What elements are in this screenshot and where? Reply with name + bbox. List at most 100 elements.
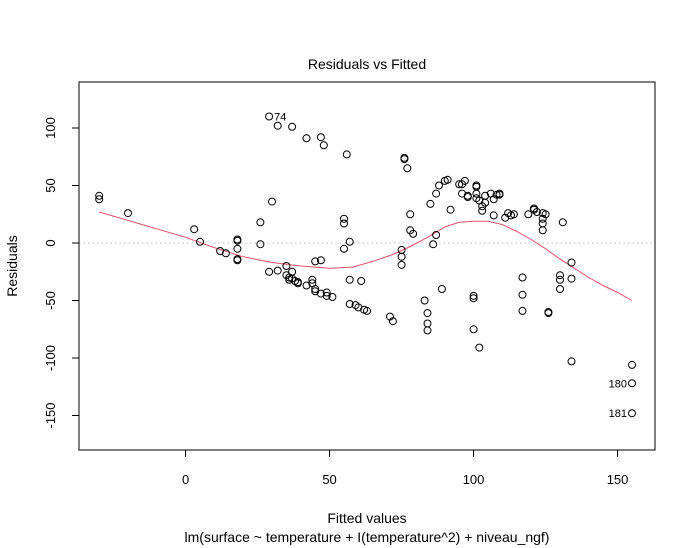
data-point (460, 176, 469, 185)
y-tick-label: -50 (43, 291, 58, 310)
data-point (556, 271, 564, 280)
data-point (426, 199, 435, 208)
data-point (273, 121, 282, 130)
data-point (469, 325, 478, 334)
data-point (288, 267, 297, 276)
data-point (435, 181, 443, 190)
data-point (265, 267, 274, 276)
data-point (403, 164, 412, 173)
x-tick-label: 50 (322, 472, 336, 487)
x-tick-label: 150 (607, 472, 629, 487)
data-point (429, 240, 438, 249)
data-point (282, 262, 291, 270)
data-point (233, 236, 242, 245)
data-point (265, 112, 274, 121)
data-point (469, 291, 478, 300)
data-point (472, 181, 481, 190)
point-labels-layer: 74 180 181 (274, 112, 627, 421)
y-axis: -150 -100 -50 0 50 100 (43, 117, 80, 429)
x-axis: 0 50 100 150 (182, 449, 629, 487)
data-point (558, 218, 567, 227)
data-point (409, 229, 418, 238)
data-point (478, 206, 487, 215)
x-tick-label: 0 (182, 472, 189, 487)
x-axis-label: Fitted values (327, 510, 406, 526)
data-point (124, 209, 132, 218)
data-point (256, 240, 265, 249)
data-point (469, 294, 478, 303)
point-label: 181 (609, 408, 627, 420)
data-point (556, 285, 564, 293)
points-layer (95, 112, 636, 418)
x-tick-label: 100 (463, 472, 485, 487)
data-point (420, 296, 429, 305)
data-point (628, 360, 636, 369)
y-axis-label: Residuals (4, 235, 20, 296)
data-point (340, 244, 348, 253)
data-point (518, 290, 527, 299)
data-point (556, 275, 564, 284)
data-point (455, 180, 464, 189)
y-tick-label: -100 (43, 345, 58, 371)
data-point (340, 214, 348, 223)
y-tick-label: 50 (43, 178, 58, 192)
data-point (481, 198, 490, 207)
data-point (495, 189, 504, 198)
point-label: 74 (274, 112, 286, 124)
data-point (293, 279, 302, 288)
data-point (463, 193, 472, 201)
data-point (190, 225, 199, 234)
data-point (311, 257, 320, 266)
data-point (524, 210, 533, 219)
y-tick-label: -150 (43, 402, 58, 428)
data-point (345, 237, 354, 246)
data-point (423, 309, 432, 318)
data-point (273, 266, 282, 275)
data-point (544, 309, 553, 318)
data-point (489, 211, 498, 220)
data-point (95, 195, 104, 204)
data-point (345, 300, 354, 308)
data-point (328, 293, 337, 301)
data-point (288, 122, 297, 131)
data-point (357, 277, 366, 285)
y-tick-label: 100 (43, 117, 58, 139)
data-point (628, 379, 636, 388)
data-point (628, 409, 636, 418)
data-point (538, 226, 547, 235)
data-point (319, 141, 328, 150)
point-label: 180 (609, 378, 627, 390)
data-point (532, 208, 541, 216)
data-point (541, 210, 550, 219)
data-point (196, 237, 204, 246)
data-point (345, 275, 354, 284)
data-point (268, 197, 276, 206)
data-point (302, 134, 311, 143)
data-point (322, 291, 331, 300)
data-point (432, 231, 441, 239)
data-point (423, 326, 432, 335)
data-point (437, 285, 446, 293)
data-point (282, 271, 291, 280)
data-point (509, 210, 518, 219)
data-point (518, 273, 527, 282)
data-point (397, 260, 406, 269)
data-point (406, 210, 415, 219)
data-point (316, 256, 325, 265)
data-point (95, 191, 104, 200)
data-point (342, 150, 351, 159)
data-point (308, 275, 317, 284)
chart-title: Residuals vs Fitted (308, 56, 426, 72)
data-point (400, 155, 409, 164)
data-point (340, 219, 348, 228)
data-point (432, 189, 441, 198)
chart-subtitle: lm(surface ~ temperature + I(temperature… (185, 529, 550, 545)
data-point (233, 244, 242, 253)
data-point (388, 317, 397, 326)
data-point (446, 205, 455, 214)
data-point (322, 288, 331, 297)
data-point (256, 218, 265, 227)
data-point (397, 252, 406, 261)
